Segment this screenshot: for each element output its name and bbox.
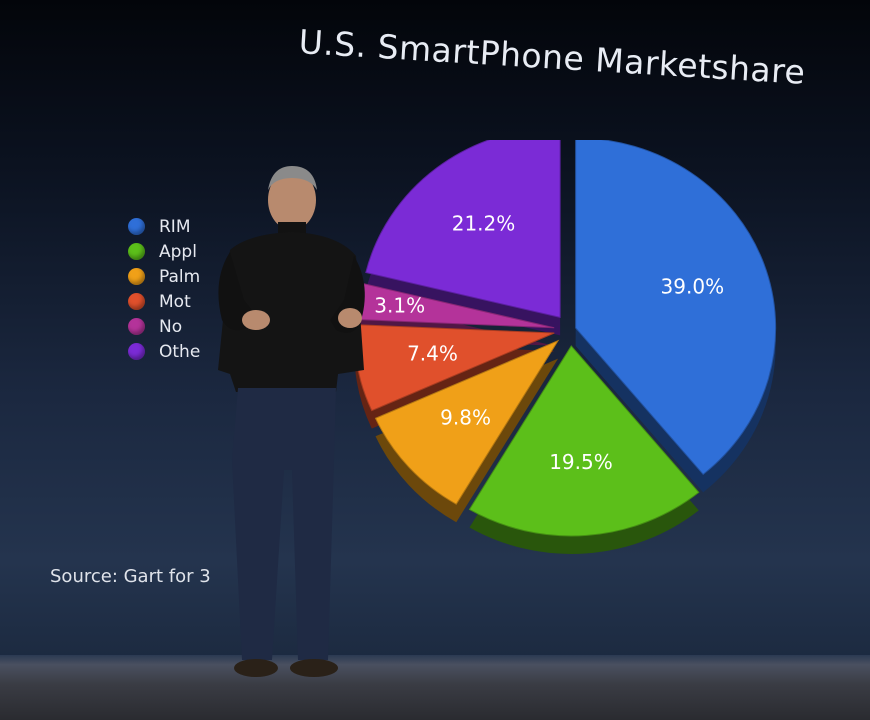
slice-value-label: 19.5% bbox=[549, 450, 613, 474]
legend-label: Othe bbox=[159, 341, 201, 362]
pie-slice-palm bbox=[374, 339, 560, 505]
slice-value-label: 39.0% bbox=[661, 275, 725, 299]
legend-item: Othe bbox=[128, 339, 248, 364]
legend-item: RIM bbox=[128, 214, 248, 239]
legend-label: RIM bbox=[159, 216, 191, 237]
source-caption: Source: Gart for 3 bbox=[50, 566, 211, 587]
legend-item: Palm bbox=[128, 264, 248, 289]
slice-value-label: 21.2% bbox=[452, 211, 516, 235]
legend-dot bbox=[128, 293, 145, 310]
legend-label: Appl bbox=[159, 241, 197, 262]
slice-value-label: 3.1% bbox=[374, 293, 425, 317]
legend-label: No bbox=[159, 316, 183, 337]
legend-label: Mot bbox=[159, 291, 191, 312]
pie-slice-othe bbox=[365, 140, 561, 319]
legend-dot bbox=[128, 343, 145, 360]
pie-slices bbox=[353, 140, 777, 537]
pie-slice-appl bbox=[468, 345, 700, 537]
legend-dot bbox=[128, 318, 145, 335]
stage-floor bbox=[0, 655, 870, 720]
pie-chart: 39.0% 19.5% 9.8% 7.4% 3.1% 21.2% bbox=[353, 140, 777, 554]
legend-item: Appl bbox=[128, 239, 248, 264]
chart-legend: RIM Appl Palm Mot No Othe bbox=[128, 214, 248, 364]
slice-value-label: 9.8% bbox=[440, 406, 491, 430]
legend-dot bbox=[128, 268, 145, 285]
legend-dot bbox=[128, 218, 145, 235]
pie-slice-rim bbox=[575, 140, 777, 476]
legend-label: Palm bbox=[159, 266, 201, 287]
presenter-figure bbox=[218, 166, 365, 677]
legend-item: Mot bbox=[128, 289, 248, 314]
pie-labels: 39.0% 19.5% 9.8% 7.4% 3.1% 21.2% bbox=[374, 211, 724, 474]
slice-value-label: 7.4% bbox=[407, 342, 458, 366]
legend-item: No bbox=[128, 314, 248, 339]
legend-dot bbox=[128, 243, 145, 260]
